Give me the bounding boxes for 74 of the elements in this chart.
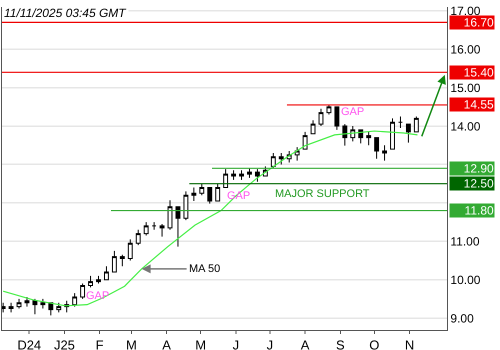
candlestick	[302, 131, 308, 150]
x-tick-label: M	[126, 338, 137, 350]
candlestick	[199, 183, 204, 196]
candlestick	[398, 116, 403, 128]
y-tick-label: 10.00	[450, 272, 481, 287]
candlestick	[239, 170, 244, 180]
candlestick	[207, 187, 212, 204]
candlestick	[72, 292, 78, 308]
candlestick	[231, 170, 236, 180]
x-tick-label: J	[232, 338, 240, 350]
data-label: 12.90	[464, 162, 494, 176]
candlestick	[176, 206, 180, 248]
line-series	[2, 130, 418, 306]
x-tick-label: O	[369, 338, 380, 350]
candlestick	[24, 296, 30, 308]
candlestick	[16, 298, 22, 309]
y-tick-label: 17.00	[450, 4, 481, 18]
candlestick	[32, 298, 38, 315]
candlestick	[191, 187, 196, 202]
data-label: 12.50	[464, 176, 494, 190]
candlestick	[56, 302, 62, 313]
x-tick-label: D24	[17, 338, 42, 350]
x-tick-label: A	[162, 338, 172, 350]
candlestick	[152, 222, 157, 230]
annotation: 11/11/2025 03:45 GMT	[4, 6, 128, 20]
candlestick	[168, 200, 172, 230]
candlestick	[144, 222, 149, 236]
candlestick	[96, 275, 101, 284]
x-tick-label: S	[336, 338, 345, 350]
annotation: MA 50	[189, 263, 220, 275]
data-label: 15.40	[464, 66, 494, 80]
data-label: 16.70	[464, 16, 494, 30]
candlestick	[278, 152, 284, 165]
candlestick	[80, 283, 86, 300]
candlestick	[8, 302, 14, 313]
candlestick	[406, 124, 411, 144]
data-label: 11.80	[464, 204, 494, 218]
candlestick	[326, 104, 332, 116]
annotation: GAP	[341, 106, 364, 118]
candlestick	[215, 183, 220, 202]
y-tick-label: 16.00	[450, 42, 481, 56]
candlestick	[294, 146, 300, 162]
candlestick	[183, 190, 188, 221]
data-label: 14.55	[464, 98, 494, 112]
candlestick	[310, 120, 316, 134]
candlestick	[247, 168, 252, 178]
x-tick-label: J	[266, 338, 274, 350]
annotation: MAJOR SUPPORT	[275, 188, 370, 200]
candlestick	[366, 131, 372, 146]
candlestick	[318, 108, 324, 127]
y-tick-label: 15.00	[450, 80, 481, 95]
candlestick	[374, 137, 380, 160]
candlestick	[414, 116, 419, 132]
y-tick-label: 14.00	[450, 119, 481, 134]
candlestick	[88, 275, 93, 288]
candlestick	[128, 238, 133, 261]
candlestick	[160, 224, 165, 238]
y-tick-label: 11.00	[450, 234, 480, 248]
candlestick	[334, 106, 340, 130]
candlestick	[112, 250, 117, 273]
candlestick	[382, 144, 388, 162]
x-tick-label: N	[404, 338, 414, 350]
x-tick-label: M	[195, 338, 206, 350]
candlestick	[254, 168, 260, 182]
candlestick	[40, 298, 46, 309]
y-tick-label: 9.00	[450, 311, 474, 326]
x-tick-label: A	[300, 338, 310, 350]
candlestick	[136, 229, 141, 246]
x-tick-label: J25	[54, 338, 75, 350]
x-tick-label: F	[96, 338, 104, 350]
candlestick	[390, 118, 395, 150]
candlestick	[120, 254, 125, 267]
candlestick	[104, 266, 109, 280]
candlestick	[223, 168, 228, 188]
